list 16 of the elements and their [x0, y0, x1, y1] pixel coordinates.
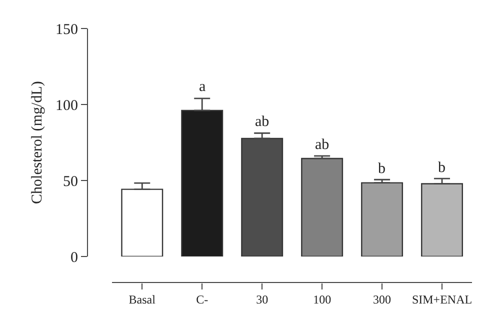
y-tick-label: 150: [55, 22, 78, 38]
annotation: b: [438, 160, 446, 176]
y-tick-label: 0: [70, 250, 78, 266]
annotation: a: [199, 79, 206, 95]
x-tick-label: 300: [373, 292, 392, 307]
x-tick-label: 100: [313, 292, 332, 307]
y-axis-title: Cholesterol (mg/dL): [30, 81, 46, 204]
annotation: ab: [255, 114, 270, 130]
x-tick-label: C-: [196, 292, 208, 307]
x-tick-label: Basal: [128, 292, 156, 307]
x-tick-label: 30: [256, 292, 268, 307]
annotation: ab: [315, 137, 330, 153]
annotation: b: [378, 161, 386, 177]
x-tick-label: SIM+ENAL: [412, 292, 472, 307]
y-tick-label: 50: [62, 174, 78, 190]
y-tick-label: 100: [55, 98, 78, 114]
